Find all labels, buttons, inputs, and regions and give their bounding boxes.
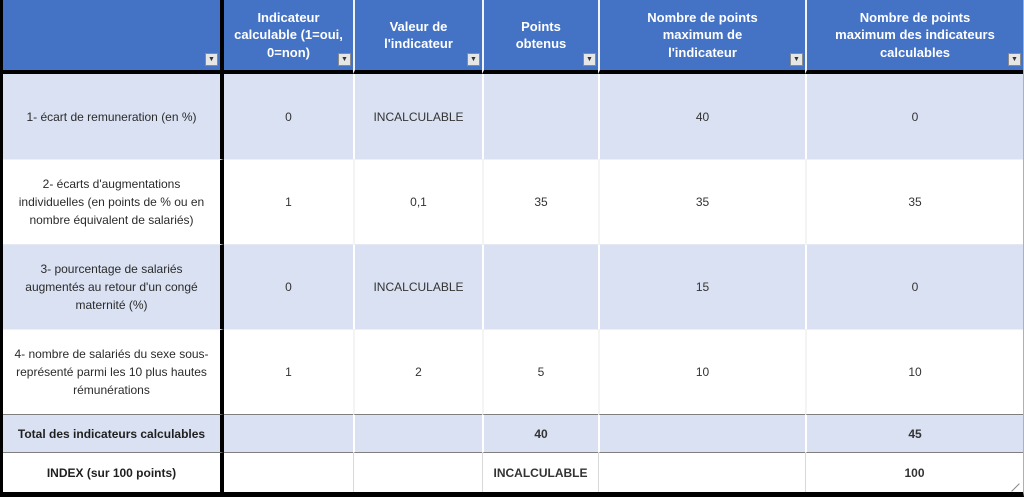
header-label: Nombre de points maximum de l'indicateur (647, 10, 758, 60)
filter-dropdown-icon[interactable]: ▼ (205, 53, 218, 66)
cell-indicateur-calculable[interactable]: 0 (224, 244, 353, 329)
cell-value: 0 (911, 109, 919, 124)
cell-value: 0,1 (410, 195, 427, 209)
row-label-cell[interactable]: 1- écart de remuneration (en %) (3, 74, 224, 159)
cell-indicateur-calculable[interactable]: 1 (224, 329, 353, 414)
cell-max-indicateur[interactable] (598, 453, 805, 492)
cell-valeur-indicateur[interactable]: 0,1 (353, 159, 482, 244)
cell-indicateur-calculable[interactable] (224, 453, 353, 492)
cell-max-indicateur[interactable]: 40 (598, 74, 805, 159)
cell-valeur-indicateur[interactable]: INCALCULABLE (353, 74, 482, 159)
cell-value: 35 (908, 195, 922, 209)
header-cell-max-calculables[interactable]: Nombre de points maximum des indicateurs… (805, 0, 1023, 74)
cell-value: 2 (415, 365, 422, 379)
index-row-label: INDEX (sur 100 points) (46, 465, 177, 480)
filter-dropdown-icon[interactable]: ▼ (338, 53, 351, 66)
header-cell-max-indicateur[interactable]: Nombre de points maximum de l'indicateur… (598, 0, 805, 74)
cell-valeur-indicateur[interactable] (353, 414, 482, 453)
header-label: Nombre de points maximum des indicateurs… (835, 10, 995, 60)
header-cell-row-labels[interactable]: ▼ (3, 0, 224, 74)
row-label-cell[interactable]: Total des indicateurs calculables (3, 414, 224, 453)
row-label: 4- nombre de salariés du sexe sous-repré… (14, 347, 209, 397)
table-row-index: INDEX (sur 100 points) INCALCULABLE 100 (3, 453, 1023, 492)
cell-value: 1 (285, 195, 292, 209)
cell-max-indicateur[interactable]: 35 (598, 159, 805, 244)
cell-max-calculables[interactable]: 0 (805, 244, 1023, 329)
cell-indicateur-calculable[interactable]: 0 (224, 74, 353, 159)
cell-value: INCALCULABLE (373, 109, 464, 124)
cell-max-indicateur[interactable]: 15 (598, 244, 805, 329)
cell-max-calculables[interactable]: 35 (805, 159, 1023, 244)
cell-points-obtenus[interactable]: 35 (482, 159, 598, 244)
cell-valeur-indicateur[interactable]: 2 (353, 329, 482, 414)
cell-max-calculables[interactable]: 45 (805, 414, 1023, 453)
cell-value: 0 (911, 280, 919, 294)
filter-dropdown-icon[interactable]: ▼ (1008, 53, 1021, 66)
cell-value: 10 (908, 365, 922, 379)
row-label-cell[interactable]: 3- pourcentage de salariés augmentés au … (3, 244, 224, 329)
header-cell-points-obtenus[interactable]: Points obtenus ▼ (482, 0, 598, 74)
cell-value: 40 (695, 109, 710, 124)
row-label: 1- écart de remuneration (en %) (26, 109, 197, 124)
cell-points-obtenus[interactable]: INCALCULABLE (482, 453, 598, 492)
cell-value: 35 (534, 195, 548, 209)
cell-value: 1 (285, 365, 292, 379)
cell-indicateur-calculable[interactable]: 1 (224, 159, 353, 244)
filter-dropdown-icon[interactable]: ▼ (790, 53, 803, 66)
cell-max-calculables[interactable]: 100 (805, 453, 1023, 492)
table-resize-handle[interactable] (1011, 483, 1020, 492)
table-row-indicator-2: 2- écarts d'augmentations individuelles … (3, 159, 1023, 244)
cell-points-obtenus[interactable]: 5 (482, 329, 598, 414)
cell-points-obtenus[interactable]: 40 (482, 414, 598, 453)
header-label: Points obtenus (515, 18, 567, 51)
cell-value: 100 (904, 465, 925, 480)
row-label-cell[interactable]: 4- nombre de salariés du sexe sous-repré… (3, 329, 224, 414)
total-row-label: Total des indicateurs calculables (17, 426, 206, 441)
row-label-cell[interactable]: INDEX (sur 100 points) (3, 453, 224, 492)
cell-value: 35 (695, 195, 710, 209)
cell-value: 10 (695, 365, 710, 379)
filter-dropdown-icon[interactable]: ▼ (583, 53, 596, 66)
cell-value: 40 (534, 426, 548, 441)
cell-value: 0 (285, 109, 292, 124)
table-row-indicator-1: 1- écart de remuneration (en %) 0 INCALC… (3, 74, 1023, 159)
cell-value: 15 (695, 280, 710, 294)
cell-valeur-indicateur[interactable]: INCALCULABLE (353, 244, 482, 329)
row-label-cell[interactable]: 2- écarts d'augmentations individuelles … (3, 159, 224, 244)
row-label: 2- écarts d'augmentations individuelles … (18, 177, 205, 227)
cell-value: 0 (285, 280, 292, 294)
filter-dropdown-icon[interactable]: ▼ (467, 53, 480, 66)
cell-value: 5 (537, 365, 545, 379)
cell-max-calculables[interactable]: 0 (805, 74, 1023, 159)
cell-max-calculables[interactable]: 10 (805, 329, 1023, 414)
cell-value: INCALCULABLE (493, 465, 588, 480)
cell-value: INCALCULABLE (373, 280, 464, 294)
header-label: Valeur de l'indicateur (384, 18, 453, 51)
cell-indicateur-calculable[interactable] (224, 414, 353, 453)
cell-points-obtenus[interactable] (482, 244, 598, 329)
row-label: 3- pourcentage de salariés augmentés au … (25, 262, 198, 312)
header-label: Indicateur calculable (1=oui, 0=non) (234, 10, 343, 60)
cell-max-indicateur[interactable]: 10 (598, 329, 805, 414)
table-row-total: Total des indicateurs calculables 40 45 (3, 414, 1023, 453)
header-row: ▼ Indicateur calculable (1=oui, 0=non) ▼… (3, 0, 1023, 74)
cell-valeur-indicateur[interactable] (353, 453, 482, 492)
cell-points-obtenus[interactable] (482, 74, 598, 159)
table-row-indicator-3: 3- pourcentage de salariés augmentés au … (3, 244, 1023, 329)
header-cell-indicateur-calculable[interactable]: Indicateur calculable (1=oui, 0=non) ▼ (224, 0, 353, 74)
header-cell-valeur-indicateur[interactable]: Valeur de l'indicateur ▼ (353, 0, 482, 74)
cell-max-indicateur[interactable] (598, 414, 805, 453)
table-row-indicator-4: 4- nombre de salariés du sexe sous-repré… (3, 329, 1023, 414)
cell-value: 45 (908, 426, 922, 441)
